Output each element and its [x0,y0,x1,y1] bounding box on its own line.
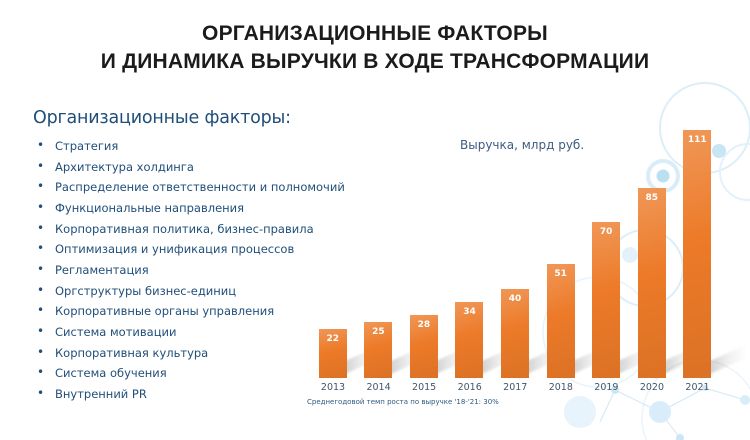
bar: 85 [637,188,666,378]
x-axis-tick-label: 2017 [503,382,528,393]
list-item: Стратегия [33,139,363,152]
bar-column: 34 2016 [447,130,521,393]
bar: 111 [683,130,712,378]
bar-column: 51 2018 [538,130,612,393]
list-item: Функциональные направления [33,201,363,214]
page-title: ОРГАНИЗАЦИОННЫЕ ФАКТОРЫ И ДИНАМИКА ВЫРУЧ… [0,20,750,77]
bar-value-label: 22 [326,333,340,344]
revenue-chart: Выручка, млрд руб. 22 2013 25 2014 28 2015 34 2… [302,122,749,398]
bar: 25 [364,322,393,378]
bar-column: 25 2014 [356,130,430,393]
list-item: Архитектура холдинга [33,160,363,173]
bar-value-label: 70 [599,226,613,237]
bar-value-label: 34 [463,307,476,318]
bar: 28 [409,315,438,378]
title-line-2: И ДИНАМИКА ВЫРУЧКИ В ХОДЕ ТРАНСФОРМАЦИИ [100,50,650,74]
list-item: Распределение ответственности и полномоч… [33,180,363,193]
bar-column: 85 2020 [629,130,703,393]
x-axis-tick-label: 2015 [412,382,437,393]
bar-value-label: 111 [687,135,707,145]
list-item: Внутренний PR [33,387,363,400]
bar-column: 28 2015 [401,130,476,393]
list-item: Корпоративные органы управления [33,304,363,317]
bar: 40 [501,288,530,378]
list-item: Регламентация [33,263,363,276]
org-factors-list: Стратегия Архитектура холдинга Распределен… [33,139,363,400]
plot-area: 22 2013 25 2014 28 2015 34 2016 40 2017 51 2018 70 20… [310,130,749,393]
org-factors-panel: Организационные факторы: Стратегия Архите… [33,108,363,409]
list-item: Система обучения [33,366,363,379]
bar: 70 [592,221,621,378]
list-item: Оптимизация и унификация процессов [33,242,363,255]
bar-value-label: 40 [508,293,522,304]
footnote: Среднегодовой темп роста по выручке '18-… [307,398,499,406]
x-axis-tick-label: 2014 [366,382,391,393]
bar-column: 70 2019 [583,130,658,393]
bar-column: 111 2021 [675,130,749,393]
bar-value-label: 85 [645,193,658,204]
x-axis-tick-label: 2021 [685,382,710,393]
bar-column: 40 2017 [492,130,567,393]
bar: 34 [455,302,484,378]
list-item: Корпоративная политика, бизнес-правила [33,222,363,235]
bar-value-label: 51 [554,269,567,280]
list-item: Система мотивации [33,325,363,338]
bar-value-label: 28 [417,320,431,331]
section-heading: Организационные факторы: [33,108,291,128]
bar-value-label: 25 [372,327,385,338]
title-line-1: ОРГАНИЗАЦИОННЫЕ ФАКТОРЫ [202,22,548,45]
bar: 51 [546,264,575,378]
x-axis-tick-label: 2016 [457,382,482,393]
chart-title: Выручка, млрд руб. [460,138,585,152]
list-item: Оргструктуры бизнес-единиц [33,284,363,297]
list-item: Корпоративная культура [33,346,363,359]
